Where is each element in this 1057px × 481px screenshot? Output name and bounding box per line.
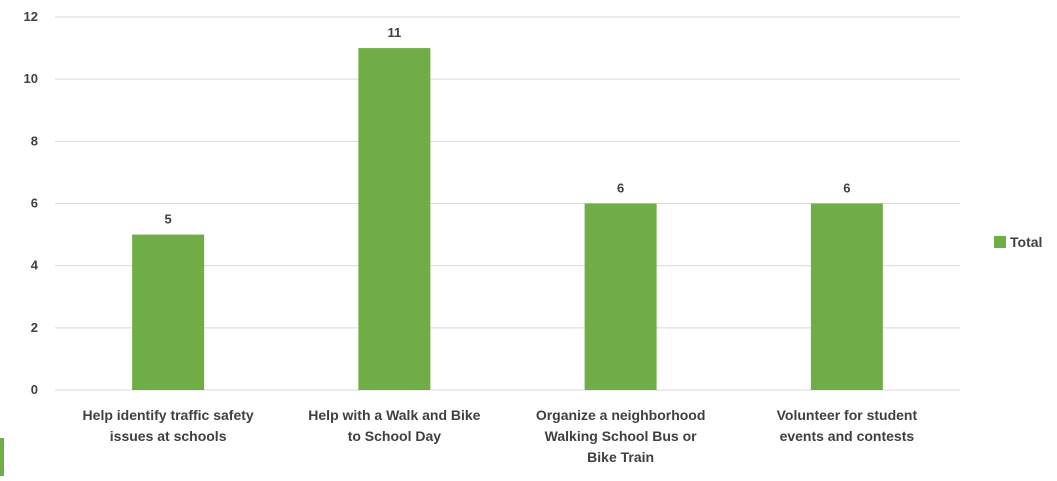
- data-label: 11: [388, 25, 402, 40]
- x-category-label: Volunteer for student: [777, 407, 918, 423]
- bar: [358, 48, 431, 390]
- y-tick-label: 12: [24, 9, 38, 24]
- x-category-label: issues at schools: [110, 428, 227, 444]
- y-tick-label: 10: [24, 71, 38, 86]
- x-category-label: to School Day: [348, 428, 442, 444]
- legend-swatch: [994, 236, 1006, 248]
- x-category-label: Organize a neighborhood: [536, 407, 706, 423]
- data-label: 6: [617, 181, 624, 196]
- bar: [132, 234, 205, 390]
- y-tick-label: 8: [31, 133, 38, 148]
- y-tick-label: 6: [31, 196, 38, 211]
- x-category-label: Walking School Bus or: [545, 428, 697, 444]
- y-tick-label: 4: [31, 258, 39, 273]
- bar: [584, 203, 657, 390]
- data-label: 6: [843, 181, 850, 196]
- x-category-label: Bike Train: [587, 449, 654, 465]
- legend-label: Total: [1010, 234, 1042, 250]
- y-tick-label: 0: [31, 382, 38, 397]
- edge-decoration: [0, 438, 4, 476]
- data-label: 5: [165, 212, 172, 227]
- y-tick-label: 2: [31, 320, 38, 335]
- bar: [810, 203, 883, 390]
- x-category-label: Help with a Walk and Bike: [308, 407, 480, 423]
- x-category-label: Help identify traffic safety: [83, 407, 254, 423]
- x-category-label: events and contests: [780, 428, 915, 444]
